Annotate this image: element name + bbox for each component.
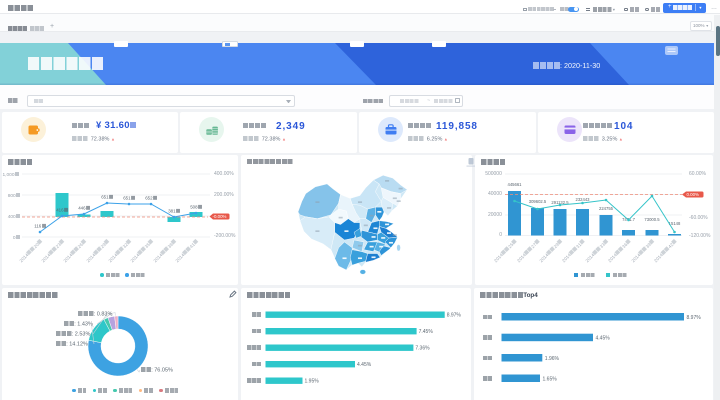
svg-text:2014: 2014 — [607, 252, 618, 263]
svg-text:2014: 2014 — [130, 252, 141, 263]
svg-text:232443: 232443 — [576, 197, 591, 202]
svg-text:446: 446 — [78, 206, 86, 211]
svg-text:1.96%: 1.96% — [545, 356, 560, 362]
svg-text:29: 29 — [100, 242, 107, 249]
svg-text:2014: 2014 — [153, 252, 164, 263]
svg-text:38: 38 — [167, 242, 174, 249]
svg-text:291132.5: 291132.5 — [551, 200, 569, 205]
svg-text:2014: 2014 — [516, 252, 527, 263]
svg-text:39: 39 — [645, 242, 652, 249]
svg-text:2014: 2014 — [539, 252, 550, 263]
svg-text:8.97%: 8.97% — [687, 315, 702, 321]
svg-text:2014: 2014 — [19, 252, 30, 263]
svg-text:42: 42 — [667, 242, 674, 249]
svg-text:41: 41 — [189, 242, 196, 249]
svg-text:2014: 2014 — [86, 252, 97, 263]
svg-text:31: 31 — [575, 242, 582, 249]
svg-text:116: 116 — [34, 224, 42, 229]
svg-text:224755: 224755 — [599, 206, 614, 211]
svg-text:445661: 445661 — [508, 182, 523, 187]
svg-text:309602.5: 309602.5 — [529, 199, 547, 204]
svg-text:381: 381 — [168, 209, 176, 214]
svg-text:651: 651 — [123, 196, 131, 201]
svg-text:15148: 15148 — [669, 221, 681, 226]
svg-text:2014: 2014 — [653, 252, 664, 263]
svg-text:2014: 2014 — [41, 252, 52, 263]
svg-text:29: 29 — [553, 242, 560, 249]
svg-text:2014: 2014 — [561, 252, 572, 263]
svg-text:25: 25 — [507, 242, 514, 249]
svg-text:7.45%: 7.45% — [419, 329, 434, 335]
svg-text:23: 23 — [55, 242, 62, 249]
svg-text:33: 33 — [599, 242, 606, 249]
svg-text:36: 36 — [621, 242, 628, 249]
svg-text:20: 20 — [33, 242, 40, 249]
svg-text:508: 508 — [190, 205, 198, 210]
svg-text:35: 35 — [144, 242, 151, 249]
svg-text:4.45%: 4.45% — [596, 336, 611, 342]
svg-text:32: 32 — [122, 242, 129, 249]
svg-text:2014: 2014 — [108, 252, 119, 263]
svg-text:652: 652 — [145, 196, 153, 201]
svg-text:-0.00%: -0.00% — [213, 214, 227, 219]
svg-text:4.45%: 4.45% — [357, 362, 372, 368]
svg-text:73000.5: 73000.5 — [644, 217, 660, 222]
svg-text:2014: 2014 — [585, 252, 596, 263]
svg-text:651: 651 — [101, 195, 109, 200]
svg-text:2014: 2014 — [631, 252, 642, 263]
svg-text:7.36%: 7.36% — [415, 346, 430, 352]
svg-text:8.97%: 8.97% — [447, 313, 462, 319]
svg-text:1.95%: 1.95% — [305, 379, 320, 385]
svg-text:0.00%: 0.00% — [687, 192, 700, 197]
svg-text:1.65%: 1.65% — [543, 376, 558, 382]
svg-text:416: 416 — [56, 208, 64, 213]
svg-text:27: 27 — [530, 242, 537, 249]
svg-text:2014: 2014 — [175, 252, 186, 263]
svg-text:2014: 2014 — [63, 252, 74, 263]
svg-text:2014: 2014 — [493, 252, 504, 263]
svg-text:26: 26 — [77, 242, 84, 249]
